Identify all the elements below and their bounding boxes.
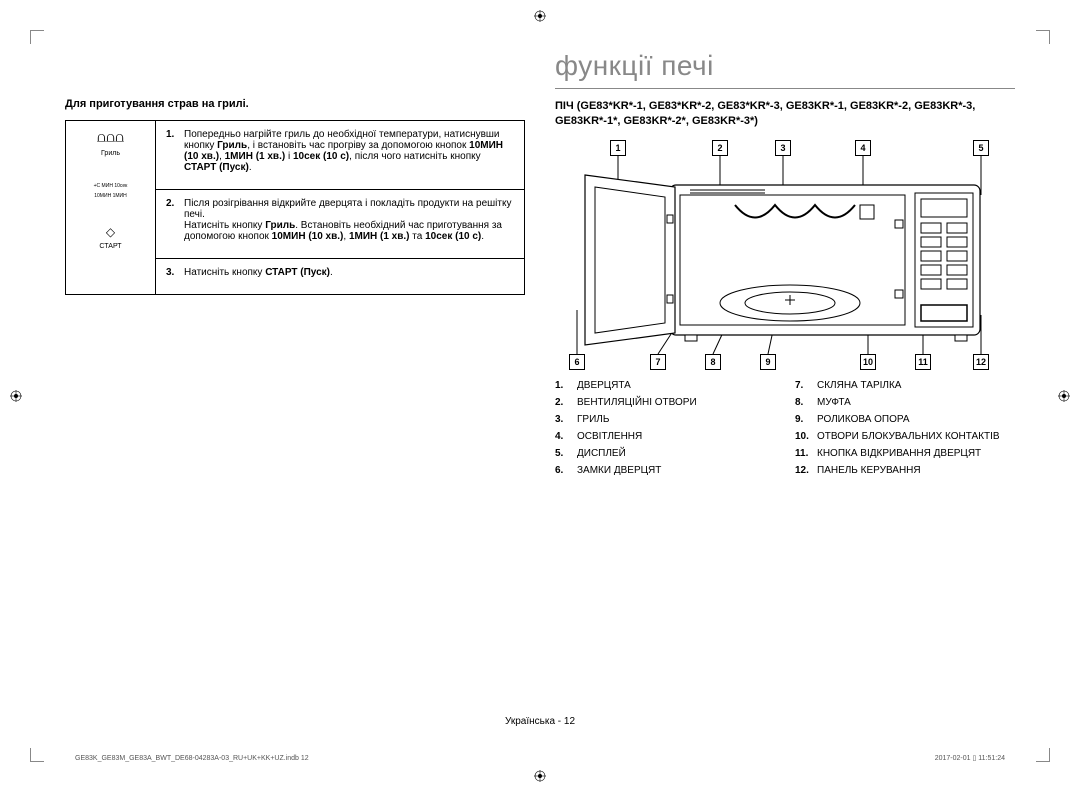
step-number: 2.: [166, 198, 184, 242]
microwave-diagram: 1 2 3 4 5 6 7 8 9 10 11 12: [555, 140, 1015, 370]
registration-mark: [1058, 390, 1070, 402]
crop-mark: [1036, 30, 1050, 44]
divider: [555, 88, 1015, 89]
step-text: Натисніть кнопку СТАРТ (Пуск).: [184, 267, 333, 278]
step-text: Після розігрівання відкрийте дверцята і …: [184, 198, 514, 242]
crop-mark: [30, 748, 44, 762]
time-buttons-row: +С МИН 10сек: [94, 183, 128, 189]
grill-label: Гриль: [101, 150, 120, 157]
right-column: функції печі ПІЧ (GE83*KR*-1, GE83*KR*-2…: [555, 50, 1015, 482]
parts-lists: 1.ДВЕРЦЯТА 2.ВЕНТИЛЯЦІЙНІ ОТВОРИ 3.ГРИЛЬ…: [555, 380, 1015, 482]
grill-table: ⩍⩍⩍ Гриль +С МИН 10сек 10МИН 1МИН ◇ СТАР…: [65, 120, 525, 295]
parts-list-left: 1.ДВЕРЦЯТА 2.ВЕНТИЛЯЦІЙНІ ОТВОРИ 3.ГРИЛЬ…: [555, 380, 775, 482]
grill-icon-box: ⩍⩍⩍ Гриль +С МИН 10сек 10МИН 1МИН ◇ СТАР…: [76, 129, 145, 250]
model-line: ПІЧ (GE83*KR*-1, GE83*KR*-2, GE83*KR*-3,…: [555, 99, 1015, 130]
page-footer-left: GE83K_GE83M_GE83A_BWT_DE68-04283A-03_RU+…: [75, 755, 309, 762]
parts-list-right: 7.СКЛЯНА ТАРІЛКА 8.МУФТА 9.РОЛИКОВА ОПОР…: [795, 380, 1015, 482]
crop-mark: [1036, 748, 1050, 762]
step-cell: 3. Натисніть кнопку СТАРТ (Пуск).: [156, 259, 525, 295]
page-footer-center: Українська - 12: [505, 716, 575, 727]
section-title: функції печі: [555, 50, 1015, 82]
step-number: 1.: [166, 129, 184, 173]
crop-mark: [30, 30, 44, 44]
registration-mark: [534, 10, 546, 22]
step-cell: 2. Після розігрівання відкрийте дверцята…: [156, 190, 525, 259]
start-label: СТАРТ: [99, 243, 121, 250]
registration-mark: [534, 770, 546, 782]
grill-wave-icon: ⩍⩍⩍: [97, 129, 124, 146]
time-buttons-row2: 10МИН 1МИН: [94, 193, 126, 199]
registration-mark: [10, 390, 22, 402]
step-text: Попередньо нагрійте гриль до необхідної …: [184, 129, 514, 173]
start-icon: ◇: [106, 225, 115, 239]
page-footer-right: 2017-02-01 ▯ 11:51:24: [935, 754, 1005, 762]
step-cell: 1. Попередньо нагрійте гриль до необхідн…: [156, 121, 525, 190]
step-number: 3.: [166, 267, 184, 278]
grill-heading: Для приготування страв на грилі.: [65, 98, 525, 110]
left-column: Для приготування страв на грилі. ⩍⩍⩍ Гри…: [65, 50, 525, 482]
